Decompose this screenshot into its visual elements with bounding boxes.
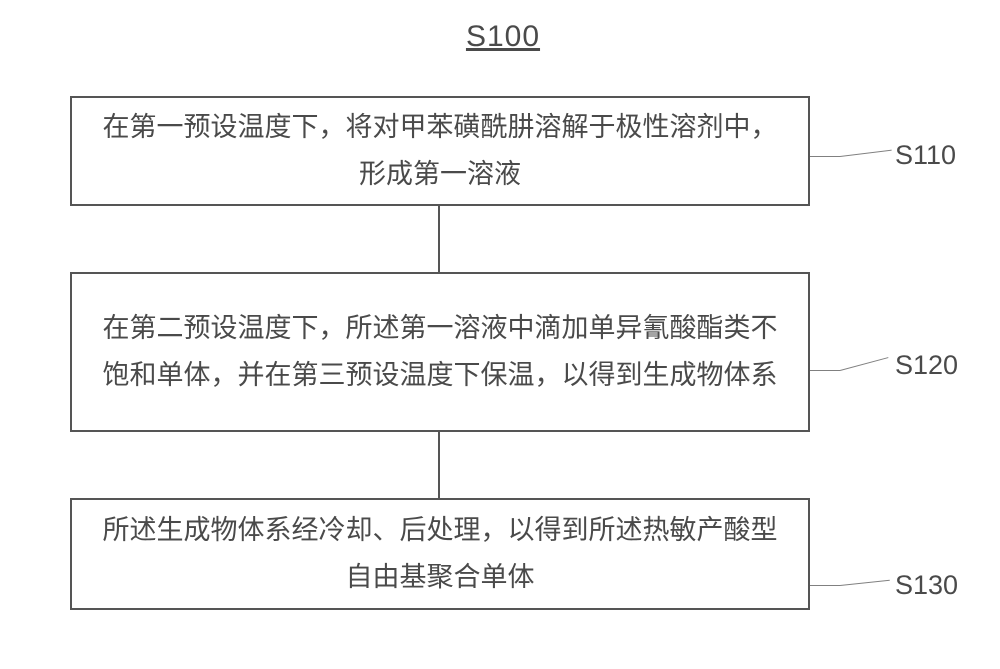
flow-step-s120: 在第二预设温度下，所述第一溶液中滴加单异氰酸酯类不饱和单体，并在第三预设温度下保… (70, 272, 810, 432)
leader-line (810, 370, 840, 371)
diagram-title: S100 (448, 20, 558, 54)
leader-line (810, 156, 840, 157)
leader-line (810, 585, 840, 586)
flow-step-text: 所述生成物体系经冷却、后处理，以得到所述热敏产酸型自由基聚合单体 (96, 507, 784, 602)
flow-step-text: 在第一预设温度下，将对甲苯磺酰肼溶解于极性溶剂中，形成第一溶液 (96, 104, 784, 199)
flow-step-text: 在第二预设温度下，所述第一溶液中滴加单异氰酸酯类不饱和单体，并在第三预设温度下保… (96, 305, 784, 400)
leader-line (840, 580, 890, 586)
leader-line (840, 150, 892, 157)
flow-connector (438, 206, 440, 272)
flow-step-label-s120: S120 (895, 350, 958, 381)
flow-connector (438, 432, 440, 498)
leader-line (840, 357, 889, 371)
flow-step-label-s130: S130 (895, 570, 958, 601)
flow-step-s110: 在第一预设温度下，将对甲苯磺酰肼溶解于极性溶剂中，形成第一溶液 (70, 96, 810, 206)
flow-step-s130: 所述生成物体系经冷却、后处理，以得到所述热敏产酸型自由基聚合单体 (70, 498, 810, 610)
flow-step-label-s110: S110 (895, 140, 956, 171)
